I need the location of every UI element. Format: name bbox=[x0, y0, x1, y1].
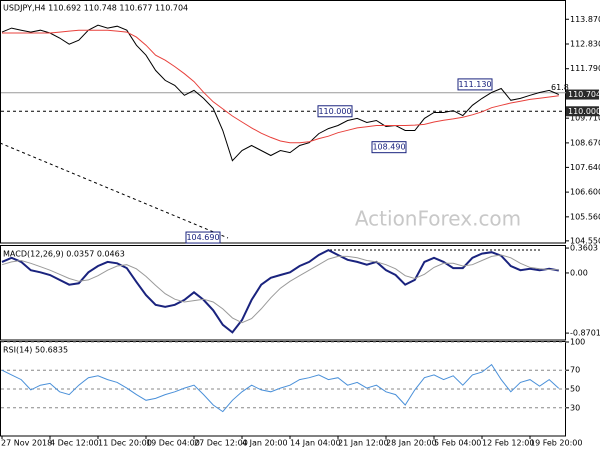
macd-panel bbox=[0, 245, 566, 341]
level-label: 110.000 bbox=[568, 107, 600, 116]
annotation-box bbox=[457, 78, 493, 91]
annotation-label: 108.490 bbox=[372, 143, 405, 152]
x-tick-label: 19 Feb 20:00 bbox=[530, 439, 582, 448]
annotation-label: 111.130 bbox=[458, 80, 491, 89]
y-tick-label: 106.600 bbox=[570, 188, 600, 197]
panel-title: USDJPY,H4 110.692 110.748 110.677 110.70… bbox=[3, 4, 188, 13]
annotation-label: 104.690 bbox=[186, 233, 219, 242]
annotation-label: 110.000 bbox=[318, 107, 351, 116]
last-price-label: 110.704 bbox=[568, 90, 600, 99]
x-tick-label: 21 Jan 12:00 bbox=[338, 439, 389, 448]
y-tick-label: 113.870 bbox=[570, 15, 600, 24]
series-line bbox=[1, 254, 559, 324]
annotation-box bbox=[317, 105, 353, 118]
y-tick-label: 100 bbox=[570, 338, 585, 347]
x-tick-label: 27 Nov 2018 bbox=[1, 439, 52, 448]
x-tick-label: 4 Jan 20:00 bbox=[242, 439, 288, 448]
fib-label: 61.8 bbox=[551, 83, 569, 92]
y-tick-label: 109.710 bbox=[570, 114, 600, 123]
y-tick-label: 50 bbox=[570, 385, 580, 394]
watermark: ActionForex.com bbox=[355, 207, 521, 231]
y-tick-label: 0.3603 bbox=[570, 244, 598, 253]
x-tick-label: 27 Dec 12:00 bbox=[194, 439, 248, 448]
y-tick-label: 104.550 bbox=[570, 236, 600, 245]
annotation-box bbox=[185, 231, 221, 244]
x-tick-label: 11 Dec 20:00 bbox=[98, 439, 152, 448]
panel-title: MACD(12,26,9) 0.0357 0.0463 bbox=[3, 250, 125, 259]
y-tick-label: 107.640 bbox=[570, 163, 600, 172]
x-tick-label: 28 Jan 20:00 bbox=[386, 439, 437, 448]
y-tick-label: -0.8701 bbox=[570, 329, 600, 338]
trend-line bbox=[0, 142, 229, 239]
x-tick-label: 12 Feb 12:00 bbox=[482, 439, 534, 448]
price-panel bbox=[0, 0, 566, 244]
x-tick-label: 19 Dec 04:00 bbox=[146, 439, 200, 448]
level-box bbox=[566, 106, 599, 117]
panel-title: RSI(14) 50.6835 bbox=[3, 346, 68, 355]
y-tick-label: 105.560 bbox=[570, 212, 600, 221]
series-line bbox=[2, 29, 559, 144]
series-line bbox=[1, 24, 559, 162]
y-tick-label: 70 bbox=[570, 366, 580, 375]
y-tick-label: 112.830 bbox=[570, 39, 600, 48]
y-tick-label: 30 bbox=[570, 403, 580, 412]
x-tick-label: 5 Feb 04:00 bbox=[434, 439, 481, 448]
series-line bbox=[1, 363, 560, 413]
series-line bbox=[1, 248, 559, 334]
last-price-box bbox=[566, 89, 599, 100]
annotation-box bbox=[371, 141, 407, 154]
y-tick-label: 111.790 bbox=[570, 64, 600, 73]
x-tick-label: 14 Jan 04:00 bbox=[290, 439, 341, 448]
y-tick-label: 108.670 bbox=[570, 138, 600, 147]
y-tick-label: 0.00 bbox=[570, 268, 588, 277]
x-tick-label: 4 Dec 12:00 bbox=[50, 439, 99, 448]
